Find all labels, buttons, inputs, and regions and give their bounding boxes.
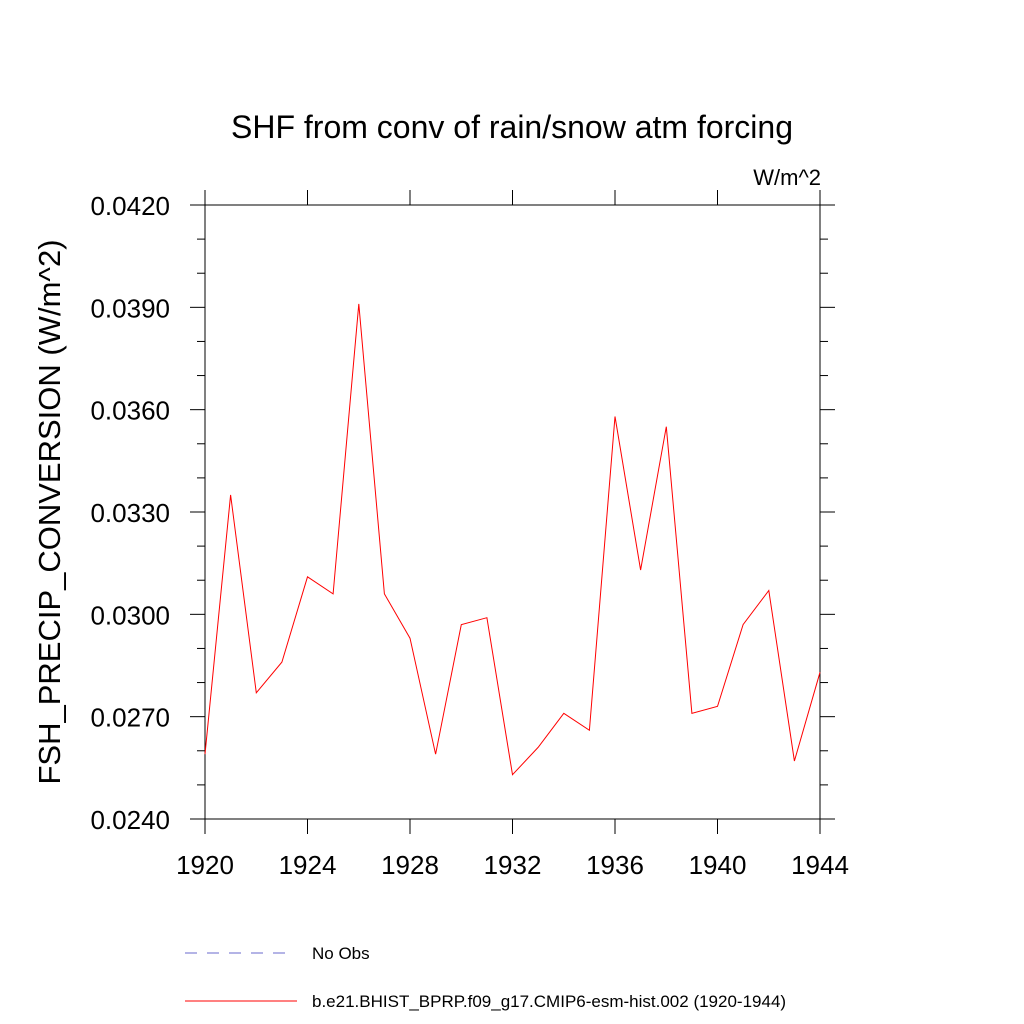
y-tick-label: 0.0360 bbox=[90, 396, 170, 426]
plot-frame bbox=[204, 204, 821, 820]
legend: No Obs b.e21.BHIST_BPRP.f09_g17.CMIP6-es… bbox=[185, 944, 786, 1011]
axis-tick-labels: 1920 1924 1928 1932 1936 1940 1944 0.0240 0.0270… bbox=[90, 191, 848, 880]
y-tick-label: 0.0420 bbox=[90, 191, 170, 221]
legend-label-model: b.e21.BHIST_BPRP.f09_g17.CMIP6-esm-hist.… bbox=[312, 992, 786, 1011]
units-label: W/m^2 bbox=[753, 165, 821, 190]
x-tick-label: 1936 bbox=[586, 850, 644, 880]
x-tick-label: 1928 bbox=[381, 850, 439, 880]
legend-label-no-obs: No Obs bbox=[312, 944, 370, 963]
y-tick-label: 0.0240 bbox=[90, 805, 170, 835]
y-tick-label: 0.0390 bbox=[90, 293, 170, 323]
series-line-0 bbox=[204, 303, 821, 776]
y-tick-label: 0.0330 bbox=[90, 498, 170, 528]
x-tick-label: 1944 bbox=[791, 850, 849, 880]
y-tick-label: 0.0270 bbox=[90, 703, 170, 733]
x-tick-label: 1940 bbox=[689, 850, 747, 880]
chart-title: SHF from conv of rain/snow atm forcing bbox=[231, 109, 793, 145]
x-tick-label: 1920 bbox=[176, 850, 234, 880]
series-layer bbox=[204, 303, 821, 776]
y-tick-label: 0.0300 bbox=[90, 600, 170, 630]
y-axis-label: FSH_PRECIP_CONVERSION (W/m^2) bbox=[32, 239, 67, 784]
x-tick-label: 1932 bbox=[484, 850, 542, 880]
x-tick-label: 1924 bbox=[279, 850, 337, 880]
axis-ticks bbox=[190, 190, 835, 834]
